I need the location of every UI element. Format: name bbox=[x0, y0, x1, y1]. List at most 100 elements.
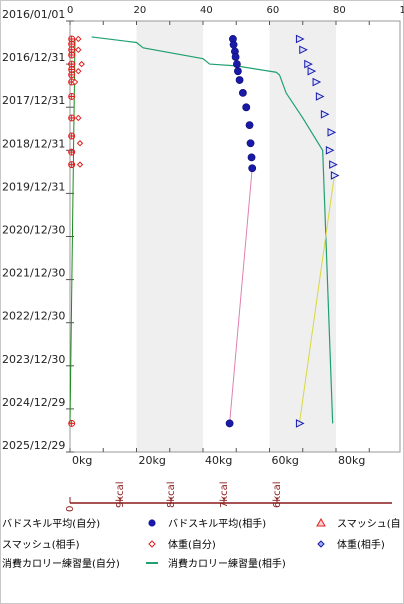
kcal-tick-label: 7kcal bbox=[219, 481, 230, 508]
calorie-line bbox=[91, 36, 334, 424]
kcal-tick-label: 8kcal bbox=[166, 481, 177, 508]
legend-label: 消費カロリー練習量(相手) bbox=[168, 557, 286, 570]
opp-skill-marker bbox=[248, 164, 257, 173]
legend-marker bbox=[148, 540, 156, 548]
y-tick-label: 2021/12/30 bbox=[2, 267, 65, 280]
opp-weight-marker bbox=[325, 145, 335, 155]
y-tick-label: 2023/12/30 bbox=[2, 353, 65, 366]
legend-marker bbox=[317, 540, 325, 548]
red-cross bbox=[68, 41, 75, 48]
opp-weight-marker bbox=[295, 34, 305, 44]
legend-label: 体重(自分) bbox=[168, 538, 216, 551]
opp-skill-marker bbox=[234, 67, 242, 76]
x-tick-bottom-label: 20kg bbox=[139, 454, 166, 467]
opp-weight-marker bbox=[327, 128, 337, 137]
legend-item: バドスキル平均(自分) bbox=[2, 517, 100, 530]
legend-item: 消費カロリー練習量(自分) bbox=[2, 557, 120, 570]
pink-connector bbox=[229, 168, 253, 424]
self-weight-marker bbox=[75, 35, 82, 43]
legend-item: 体重(自分) bbox=[148, 538, 216, 551]
red-cross bbox=[68, 93, 75, 100]
opp-skill-marker bbox=[238, 89, 247, 97]
opp-skill-marker bbox=[245, 121, 254, 130]
kcal-tick-label: 0 bbox=[65, 506, 76, 512]
self-weight-marker bbox=[75, 67, 82, 75]
red-cross bbox=[68, 114, 75, 121]
opp-skill-marker bbox=[242, 103, 251, 112]
self-red-marker bbox=[68, 161, 76, 169]
x-tick-top-label: 10 bbox=[400, 5, 404, 16]
y-tick-label: 2018/12/31 bbox=[2, 137, 65, 150]
kcal-tick-label: 6kcal bbox=[272, 481, 283, 508]
y-tick-label: 2025/12/29 bbox=[2, 439, 65, 452]
legend-marker bbox=[148, 519, 156, 527]
self-weight-marker bbox=[75, 46, 82, 54]
opp-skill-marker bbox=[233, 60, 241, 68]
y-tick-label: 2017/12/31 bbox=[2, 94, 65, 107]
opp-skill-marker bbox=[235, 76, 244, 84]
opp-weight-marker bbox=[320, 109, 330, 119]
red-cross bbox=[68, 420, 75, 427]
red-cross bbox=[68, 161, 75, 168]
plot-area bbox=[69, 20, 401, 453]
opp-weight-marker bbox=[315, 92, 325, 101]
y-tick-label: 2024/12/29 bbox=[2, 396, 65, 409]
x-tick-bottom-label: 40kg bbox=[205, 454, 232, 467]
legend-label: バドスキル平均(相手) bbox=[168, 517, 266, 530]
legend-item: 消費カロリー練習量(相手) bbox=[146, 557, 286, 570]
self-weight-marker bbox=[76, 161, 84, 168]
self-red-marker bbox=[68, 148, 76, 156]
plot-band-1 bbox=[269, 21, 336, 452]
opp-skill-marker bbox=[231, 53, 240, 61]
self-red-marker bbox=[68, 132, 76, 140]
legend-item: スマッシュ(自 bbox=[316, 517, 401, 530]
self-red-marker bbox=[68, 419, 76, 427]
x-tick-top-label: 40 bbox=[200, 5, 213, 16]
legend-label: スマッシュ(相手) bbox=[2, 538, 80, 551]
opp-weight-marker bbox=[312, 77, 322, 87]
opp-weight-marker bbox=[304, 59, 313, 69]
opp-weight-marker bbox=[307, 66, 317, 76]
y-tick-label: 2022/12/30 bbox=[2, 310, 65, 323]
x-tick-top-label: 20 bbox=[134, 5, 147, 16]
legend-label: バドスキル平均(自分) bbox=[2, 517, 100, 530]
self-weight-marker bbox=[76, 140, 84, 147]
red-cross bbox=[68, 52, 75, 59]
red-cross bbox=[68, 133, 75, 140]
y-tick-label: 2019/12/31 bbox=[2, 180, 65, 193]
x-tick-top-label: 80 bbox=[333, 5, 346, 16]
legend-label: 体重(相手) bbox=[337, 538, 385, 551]
x-tick-bottom-label: 60kg bbox=[272, 454, 299, 467]
opp-skill-marker bbox=[225, 419, 234, 428]
x-tick-top-label: 0 bbox=[67, 5, 73, 16]
yellow-connector bbox=[298, 175, 335, 424]
x-tick-bottom-label: 0kg bbox=[72, 454, 92, 467]
opp-skill-marker bbox=[246, 139, 255, 148]
legend-marker bbox=[316, 517, 326, 527]
y-tick-label: 2016/01/01 bbox=[2, 8, 65, 21]
red-cross bbox=[68, 71, 75, 78]
self-red-marker bbox=[68, 51, 76, 59]
legend-item: スマッシュ(相手) bbox=[2, 538, 80, 551]
self-red-marker bbox=[68, 71, 76, 79]
self-weight-marker bbox=[71, 78, 79, 86]
opp-weight-marker bbox=[299, 45, 308, 55]
opp-weight-marker bbox=[329, 160, 338, 169]
opp-weight-marker bbox=[295, 419, 305, 428]
x-tick-bottom-label: 80kg bbox=[338, 454, 365, 467]
opp-skill-marker bbox=[247, 153, 256, 162]
x-tick-top-label: 60 bbox=[267, 5, 280, 16]
red-cross bbox=[68, 149, 75, 156]
opp-skill-marker bbox=[229, 40, 238, 49]
self-weight-marker bbox=[78, 60, 85, 68]
y-tick-label: 2020/12/30 bbox=[2, 224, 65, 237]
self-skill-line bbox=[69, 38, 76, 424]
opp-weight-marker bbox=[330, 171, 340, 180]
self-red-marker bbox=[68, 114, 76, 122]
self-weight-marker bbox=[75, 114, 82, 122]
legend-item: 体重(相手) bbox=[317, 538, 385, 551]
self-red-marker bbox=[68, 40, 76, 48]
legend-item: バドスキル平均(相手) bbox=[148, 517, 266, 530]
y-tick-label: 2016/12/31 bbox=[2, 51, 65, 64]
